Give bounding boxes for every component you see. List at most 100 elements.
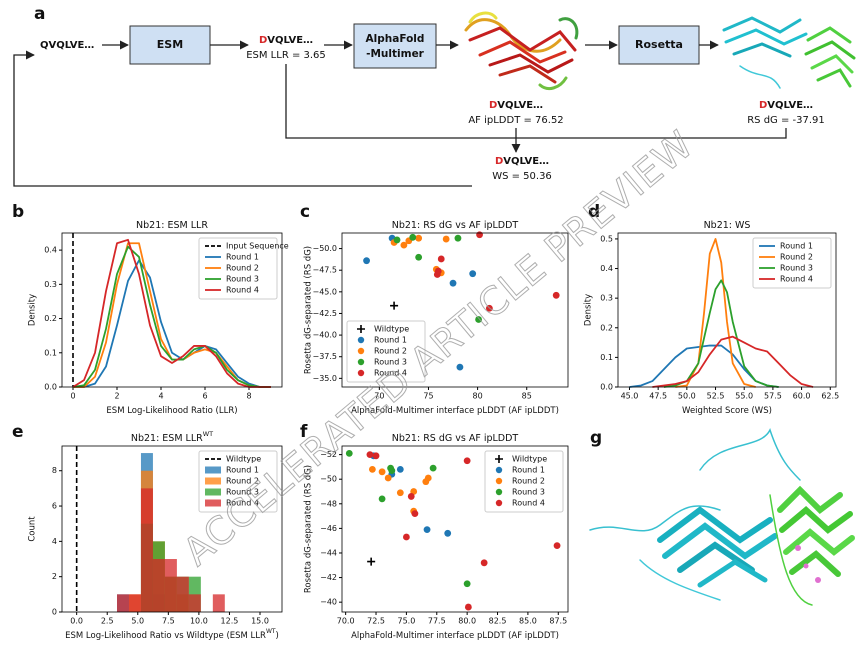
x-tick-label: 85 — [522, 392, 532, 401]
x-axis-label: ESM Log-Likelihood Ratio (LLR) — [106, 406, 237, 416]
x-tick-label: 4 — [158, 392, 163, 401]
structure-panel: g — [589, 428, 855, 606]
legend-label: Round 1 — [780, 242, 813, 251]
chart-title: Nb21: RS dG vs AF ipLDDT — [392, 433, 519, 444]
point — [464, 603, 472, 611]
point — [476, 231, 483, 239]
x-axis-label: ESM Log-Likelihood Ratio vs Wildtype (ES… — [65, 628, 279, 641]
x-tick-label: 7.5 — [162, 617, 175, 626]
panel-label: a — [34, 4, 45, 24]
point — [366, 451, 374, 459]
legend: Round 1 Round 2 Round 3 Round 4 — [752, 237, 832, 289]
y-tick-label: −50.0 — [312, 244, 337, 253]
plot-area — [363, 231, 560, 371]
point — [378, 468, 386, 476]
y-tick-label: −52 — [320, 450, 337, 459]
y-axis-label: Density — [28, 294, 38, 326]
x-tick-label: 72.5 — [367, 617, 385, 626]
panel-label: b — [12, 202, 24, 222]
panel-label: f — [300, 422, 308, 442]
legend-swatch — [495, 488, 503, 496]
x-tick-label: 57.5 — [764, 392, 782, 401]
x-tick-label: 55.0 — [735, 392, 753, 401]
legend-label: Round 4 — [226, 286, 259, 295]
legend-label: Round 3 — [512, 488, 545, 497]
y-tick-label: 0.4 — [44, 246, 57, 255]
x-tick-label: 47.5 — [649, 392, 667, 401]
x-tick-label: 75.0 — [397, 617, 415, 626]
point — [422, 478, 430, 486]
label-superscript: WT — [266, 628, 276, 635]
pipeline: a QVQLVE… ESM DVQLVE… ESM LLR = 3.65 Alp… — [13, 4, 856, 187]
x-tick-label: 52.5 — [707, 392, 725, 401]
point — [485, 304, 493, 312]
point — [423, 526, 431, 534]
y-axis-label: Density — [584, 294, 594, 326]
legend-label: Round 4 — [374, 369, 407, 378]
connector — [285, 64, 787, 139]
y-tick-label: −46 — [320, 524, 337, 533]
point — [396, 489, 404, 497]
point — [411, 510, 419, 518]
y-tick-label: −42 — [320, 573, 337, 582]
af-score: AF ipLDDT = 76.52 — [468, 115, 563, 126]
point — [437, 255, 445, 263]
y-tick-label: −35.0 — [312, 374, 337, 383]
x-tick-label: 87.5 — [549, 617, 567, 626]
input-sequence: QVQLVE… — [40, 40, 94, 51]
plot-frame — [617, 232, 837, 388]
point — [372, 452, 380, 460]
x-tick-label: 77.5 — [428, 617, 446, 626]
legend-swatch — [357, 325, 365, 333]
legend-box — [484, 450, 564, 513]
x-tick-label: 70 — [374, 392, 384, 401]
point — [368, 465, 376, 473]
histogram-bar — [152, 559, 165, 612]
point — [449, 279, 457, 287]
label-suffix: ) — [276, 631, 279, 641]
legend-swatch — [205, 488, 221, 496]
x-tick-label: 6 — [202, 392, 207, 401]
point — [463, 457, 471, 465]
histogram-bar — [188, 594, 201, 612]
x-tick-label: 10.0 — [190, 617, 208, 626]
plot-frame — [341, 445, 569, 613]
plot-area — [629, 238, 814, 388]
plot-area — [75, 446, 225, 612]
x-tick-label: 2.5 — [101, 617, 114, 626]
chart-title: Nb21: RS dG vs AF ipLDDT — [392, 220, 519, 231]
alphafold-label: AlphaFold — [366, 33, 425, 45]
point — [402, 533, 410, 541]
protein-structure — [589, 428, 855, 606]
x-axis-label: AlphaFold-Multimer interface pLDDT (AF i… — [351, 631, 559, 641]
y-tick-label: 0.1 — [44, 348, 57, 357]
legend-label: Round 2 — [374, 347, 407, 356]
x-tick-label: 70.0 — [337, 617, 355, 626]
point — [363, 257, 370, 265]
point — [480, 559, 488, 567]
charts: b Nb21: ESM LLR ESM Log-Likelihood Ratio (… — [12, 202, 839, 641]
point — [409, 233, 417, 241]
y-tick-label: −45.0 — [312, 287, 337, 296]
panel-label: e — [12, 422, 24, 442]
legend-label: Round 4 — [780, 275, 813, 284]
y-tick-label: 0.1 — [600, 353, 613, 362]
plot-frame — [61, 445, 283, 613]
legend-label: Input Sequence — [226, 242, 289, 251]
point — [442, 235, 450, 243]
esm-sequence: DVQLVE… — [259, 35, 313, 46]
point — [400, 241, 408, 249]
legend-label: Round 2 — [226, 477, 259, 486]
legend: Wildtype Round 1 Round 2 Round 3 Round 4 — [484, 450, 564, 513]
alphafold-label: -Multimer — [366, 48, 425, 60]
density-line — [72, 238, 271, 388]
y-tick-label: 2 — [52, 572, 57, 581]
label-text: ESM Log-Likelihood Ratio (LLR) — [106, 406, 237, 416]
y-tick-label: 0.3 — [44, 280, 57, 289]
y-tick-label: −40.0 — [312, 331, 337, 340]
point — [456, 363, 464, 371]
y-tick-label: 4 — [52, 537, 57, 546]
point — [463, 580, 471, 588]
title-superscript: WT — [203, 430, 213, 438]
esm-score: ESM LLR = 3.65 — [246, 50, 326, 61]
